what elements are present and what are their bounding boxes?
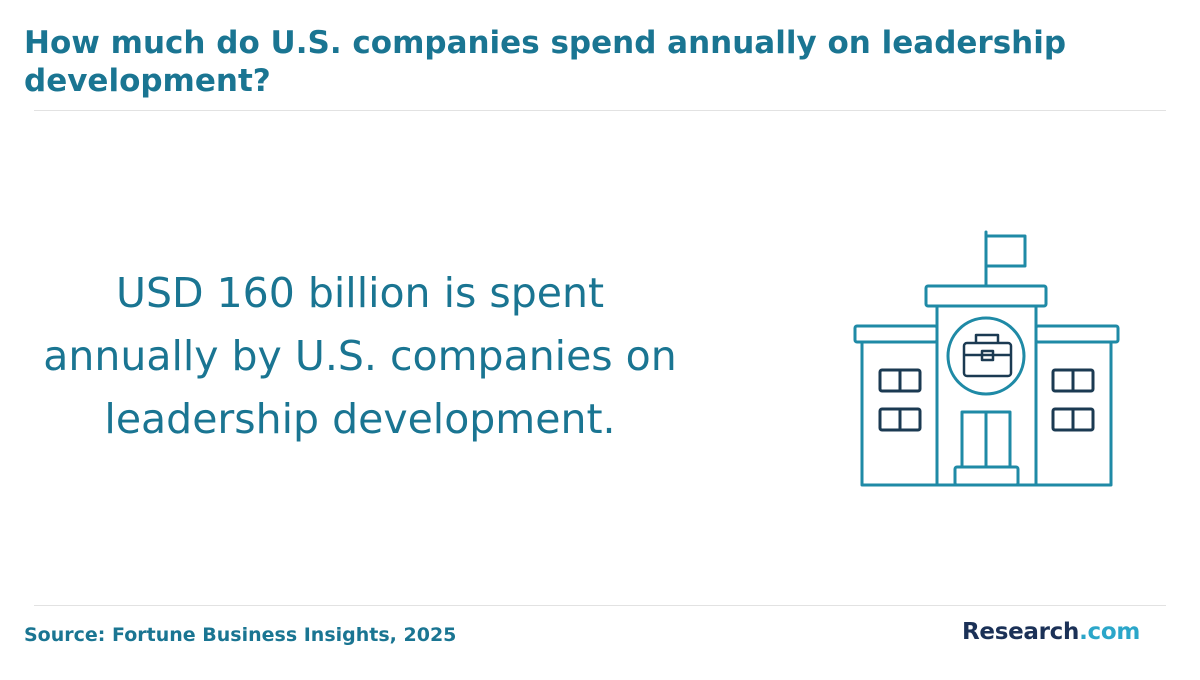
footer-divider bbox=[34, 605, 1166, 606]
school-building-icon bbox=[853, 230, 1120, 487]
key-statistic: USD 160 billion is spent annually by U.S… bbox=[43, 269, 677, 443]
header-divider bbox=[34, 110, 1166, 111]
logo-domain: .com bbox=[1079, 619, 1141, 645]
page-title: How much do U.S. companies spend annuall… bbox=[24, 25, 1067, 99]
logo-wordmark: Research bbox=[962, 619, 1080, 645]
source-citation: Source: Fortune Business Insights, 2025 bbox=[24, 624, 457, 646]
research-com-logo: Research.com bbox=[962, 619, 1140, 645]
